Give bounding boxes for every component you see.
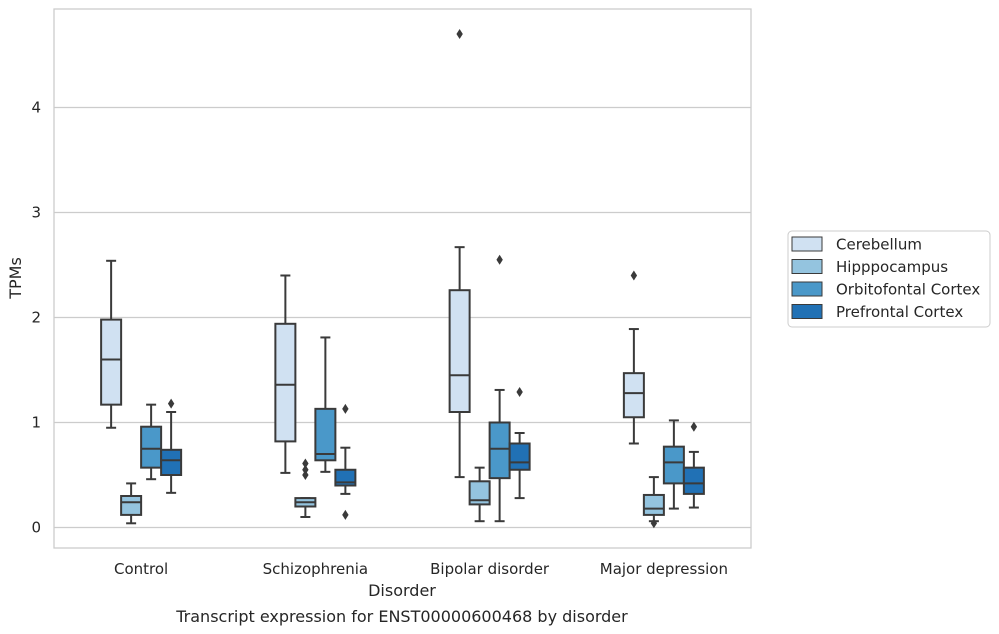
x-tick-label: Bipolar disorder xyxy=(430,560,550,578)
y-tick-label: 1 xyxy=(31,414,41,432)
legend-label: Prefrontal Cortex xyxy=(836,303,963,321)
box-group xyxy=(314,336,337,473)
box-body xyxy=(140,425,163,469)
box-group xyxy=(642,476,665,529)
box-body xyxy=(274,322,297,443)
box-body xyxy=(314,407,337,462)
box-body xyxy=(642,493,665,516)
y-tick-label: 4 xyxy=(31,99,41,117)
box-group xyxy=(448,29,471,479)
box-body xyxy=(622,372,645,419)
outlier-point xyxy=(302,458,309,469)
legend-frame xyxy=(787,230,991,328)
box-group xyxy=(468,466,491,523)
box-group xyxy=(274,274,297,474)
x-tick-label: Schizophrenia xyxy=(263,560,368,578)
outlier-point xyxy=(456,29,463,39)
box-body xyxy=(100,318,123,406)
y-axis-label: TPMs xyxy=(6,257,25,300)
box-group xyxy=(294,458,317,518)
x-axis-label: Disorder xyxy=(368,581,436,600)
box-group xyxy=(508,387,531,500)
box-body xyxy=(448,289,471,414)
legend-label: Hipppocampus xyxy=(836,258,948,276)
outlier-point xyxy=(167,398,175,409)
box-body xyxy=(662,445,685,485)
box-body xyxy=(468,480,491,506)
y-tick-label: 3 xyxy=(31,204,41,222)
legend-label: Cerebellum xyxy=(836,236,922,254)
chart-caption: Transcript expression for ENST0000060046… xyxy=(175,607,628,626)
outlier-point xyxy=(496,254,503,265)
box-group xyxy=(662,419,685,510)
legend-swatch xyxy=(791,236,823,252)
y-tick-label: 2 xyxy=(31,309,41,327)
outlier-point xyxy=(342,509,349,520)
legend-swatch xyxy=(791,281,823,297)
box-body xyxy=(120,495,143,516)
box-body xyxy=(682,466,705,495)
legend-swatch xyxy=(791,304,823,319)
box-body xyxy=(160,448,183,476)
x-tick-label: Control xyxy=(114,560,168,578)
outlier-point xyxy=(342,403,349,414)
outlier-point xyxy=(302,470,309,480)
outlier-point xyxy=(630,270,638,281)
box-group xyxy=(488,254,511,523)
x-tick-label: Major depression xyxy=(600,560,728,578)
outlier-point xyxy=(650,518,658,529)
box-marks xyxy=(100,29,705,529)
legend: Cerebellum Hipppocampus Orbitofontal Corte… xyxy=(787,230,991,328)
y-tick-label: 0 xyxy=(31,519,41,537)
legend-swatch xyxy=(791,259,823,274)
y-tick-labels: 0 1 2 3 4 xyxy=(31,99,41,537)
box-group xyxy=(160,398,183,494)
box-group xyxy=(140,403,163,481)
box-body xyxy=(488,421,511,480)
legend-label: Orbitofontal Cortex xyxy=(836,281,980,299)
box-group xyxy=(334,403,357,520)
outlier-point xyxy=(690,421,698,432)
plot-frame xyxy=(53,8,752,549)
outlier-point xyxy=(516,387,523,398)
outlier-point xyxy=(302,464,309,475)
box-group xyxy=(682,421,705,509)
x-tick-labels: Control Schizophrenia Bipolar disorder Majo… xyxy=(114,560,728,578)
box-body xyxy=(508,442,531,471)
box-group xyxy=(622,270,645,445)
box-group xyxy=(120,482,143,525)
box-group xyxy=(100,259,123,429)
